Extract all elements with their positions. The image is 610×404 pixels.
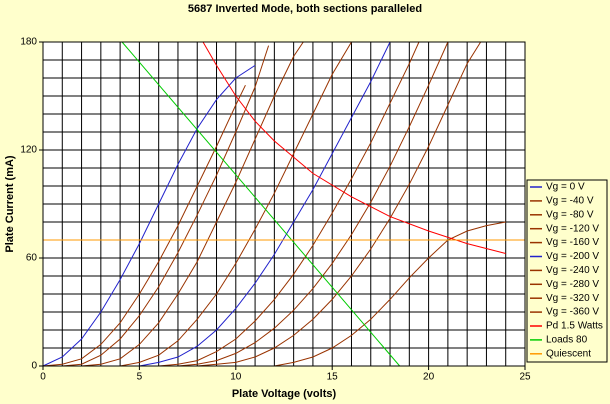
y-axis-label: Plate Current (mA) <box>4 155 16 253</box>
legend-label: Pd 1.5 Watts <box>546 321 603 332</box>
x-tick-label: 20 <box>423 372 435 383</box>
y-tick-label: 120 <box>20 145 37 156</box>
legend-label: Vg = -80 V <box>546 209 594 220</box>
legend-label: Vg = -200 V <box>546 251 599 262</box>
legend-label: Loads 80 <box>546 335 588 346</box>
legend-label: Vg = -40 V <box>546 196 594 207</box>
x-tick-label: 10 <box>230 372 242 383</box>
legend-label: Vg = -360 V <box>546 307 599 318</box>
series-line <box>177 41 449 367</box>
x-tick-label: 5 <box>137 372 143 383</box>
legend-label: Vg = -160 V <box>546 237 599 248</box>
legend-label: Vg = 0 V <box>546 182 585 193</box>
series-line <box>62 45 270 367</box>
series-line <box>274 221 506 367</box>
series-line <box>42 64 256 367</box>
legend-label: Vg = -120 V <box>546 223 599 234</box>
series-line <box>139 41 391 367</box>
series-line <box>81 41 304 367</box>
legend-label: Quiescent <box>546 348 591 359</box>
x-axis-label: Plate Voltage (volts) <box>232 388 337 400</box>
chart-title: 5687 Inverted Mode, both sections parall… <box>188 3 422 15</box>
plot-border <box>42 41 526 367</box>
series-line <box>120 41 352 367</box>
series-line <box>42 84 246 367</box>
series-line <box>158 41 420 367</box>
x-tick-label: 0 <box>40 372 46 383</box>
series-line <box>202 41 506 254</box>
x-tick-label: 15 <box>327 372 339 383</box>
y-tick-label: 60 <box>26 253 38 264</box>
legend-label: Vg = -280 V <box>546 279 599 290</box>
legend-label: Vg = -240 V <box>546 265 599 276</box>
x-tick-label: 25 <box>519 372 531 383</box>
series-line <box>197 41 482 367</box>
legend-label: Vg = -320 V <box>546 293 599 304</box>
y-tick-label: 0 <box>31 361 37 372</box>
series-line <box>121 41 401 367</box>
y-tick-label: 180 <box>20 37 37 48</box>
